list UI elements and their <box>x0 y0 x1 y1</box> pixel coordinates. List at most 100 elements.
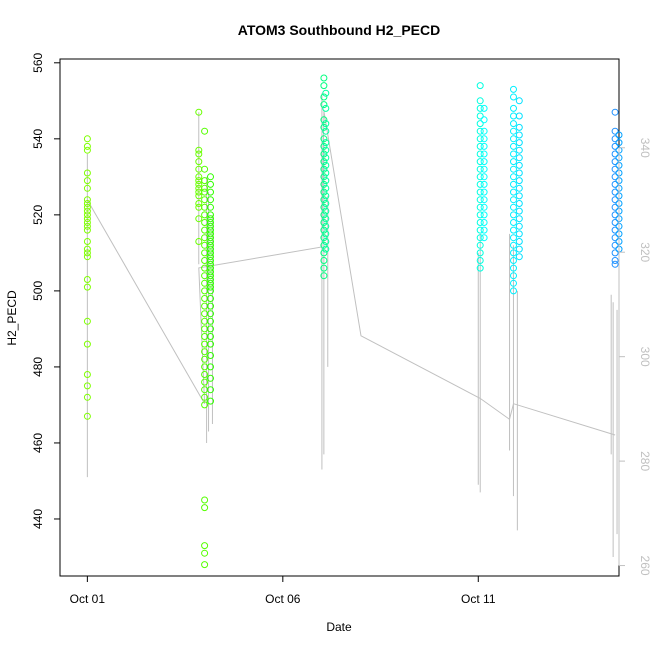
data-point <box>480 180 488 188</box>
data-point <box>510 127 517 135</box>
data-point <box>322 215 330 223</box>
x-axis-label: Date <box>326 620 352 634</box>
data-point <box>83 169 91 177</box>
data-point <box>480 104 488 112</box>
data-point <box>322 127 330 135</box>
data-point <box>207 310 214 318</box>
data-point <box>320 74 328 82</box>
data-point <box>615 139 623 147</box>
data-point <box>320 123 328 131</box>
data-point <box>201 496 209 504</box>
data-point <box>510 196 517 204</box>
plot-area <box>59 58 620 577</box>
data-point <box>510 272 517 280</box>
data-point <box>476 127 484 135</box>
data-point <box>201 127 209 135</box>
data-point <box>83 222 91 230</box>
data-point <box>207 257 214 264</box>
y-tick-label: 520 <box>31 205 45 225</box>
data-point <box>201 355 209 363</box>
data-point <box>320 116 328 124</box>
data-point <box>611 196 619 204</box>
data-point <box>510 257 517 264</box>
data-layer <box>83 74 623 569</box>
data-point <box>476 173 484 181</box>
data-point <box>207 302 214 310</box>
data-point <box>510 150 517 158</box>
data-point <box>201 401 209 409</box>
data-point <box>476 158 484 166</box>
data-point <box>322 169 330 177</box>
y-tick-label: 460 <box>31 433 45 453</box>
data-point <box>322 89 330 97</box>
data-point <box>476 150 484 158</box>
data-point <box>611 260 619 268</box>
data-point <box>83 211 91 219</box>
data-point <box>611 257 619 264</box>
data-point <box>510 211 517 219</box>
data-point <box>322 192 330 200</box>
data-point <box>515 154 523 162</box>
data-point <box>515 97 523 105</box>
data-point <box>207 226 214 234</box>
data-point <box>515 200 523 207</box>
data-point <box>322 207 330 215</box>
data-point <box>320 142 328 150</box>
data-point <box>515 177 523 185</box>
data-point <box>207 352 214 359</box>
data-point <box>476 97 484 105</box>
data-point <box>207 241 214 249</box>
data-point <box>480 211 488 219</box>
data-point <box>322 154 330 162</box>
y-axis-label: H2_PECD <box>5 290 19 346</box>
data-point <box>201 504 209 512</box>
data-point <box>480 150 488 158</box>
y-tick-label: 500 <box>31 281 45 301</box>
data-point <box>207 283 214 291</box>
x-tick-label: Oct 11 <box>461 592 496 606</box>
data-point <box>476 241 484 249</box>
data-point <box>207 203 214 211</box>
data-point <box>320 264 328 272</box>
data-point <box>611 241 619 249</box>
data-point <box>320 196 328 204</box>
data-point <box>611 203 619 211</box>
data-point <box>207 215 214 223</box>
data-point <box>201 561 209 569</box>
data-point <box>207 268 214 276</box>
data-point <box>611 188 619 196</box>
data-point <box>201 184 209 192</box>
data-point <box>207 234 214 242</box>
x-tick-label: Oct 06 <box>265 592 301 606</box>
data-point <box>510 279 517 287</box>
data-point <box>510 249 517 257</box>
data-point <box>322 146 330 154</box>
data-point <box>207 276 214 283</box>
data-point <box>207 173 214 181</box>
data-point <box>515 215 523 223</box>
data-point <box>480 142 488 150</box>
data-point <box>207 272 214 280</box>
data-point <box>515 253 523 261</box>
data-point <box>480 173 488 181</box>
data-point <box>320 249 328 257</box>
data-point <box>476 142 484 150</box>
data-point <box>322 177 330 185</box>
data-point <box>510 104 517 112</box>
data-point <box>510 173 517 181</box>
data-point <box>322 104 330 112</box>
data-point <box>476 104 484 112</box>
data-point <box>510 93 517 101</box>
data-point <box>207 264 214 272</box>
data-point <box>476 257 484 264</box>
data-point <box>480 158 488 166</box>
data-point <box>510 135 517 143</box>
data-point <box>322 230 330 238</box>
series-line <box>86 111 616 436</box>
data-point <box>476 188 484 196</box>
data-point <box>480 188 488 196</box>
data-point <box>83 238 91 245</box>
data-point <box>201 378 209 386</box>
data-point <box>515 230 523 238</box>
